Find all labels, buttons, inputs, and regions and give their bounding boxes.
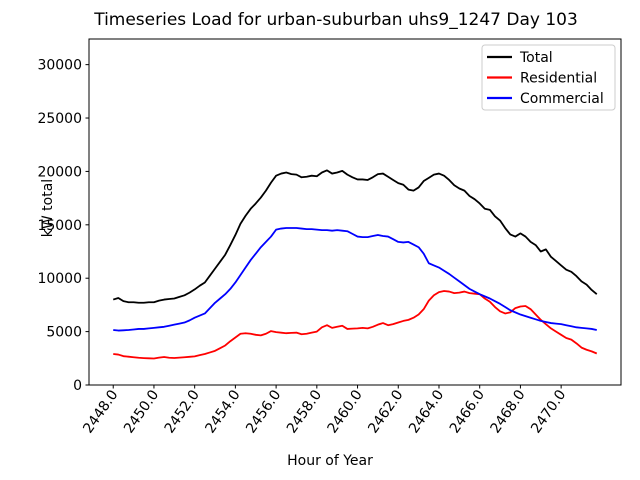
legend-label-residential: Residential — [520, 71, 597, 87]
y-tick-label: 5000 — [46, 325, 82, 341]
legend-label-commercial: Commercial — [520, 91, 604, 107]
series-line-commercial — [113, 227, 597, 332]
x-tick-label: 2450.0 — [121, 387, 162, 436]
x-axis-label: Hour of Year — [287, 453, 373, 469]
y-tick-label: 20000 — [37, 164, 82, 180]
x-tick-label: 2448.0 — [80, 387, 121, 436]
y-tick-label: 25000 — [37, 111, 82, 127]
x-tick-label: 2452.0 — [162, 387, 203, 436]
x-tick-label: 2464.0 — [406, 387, 447, 436]
y-axis-ticks: 0 5000 10000 15000 20000 25000 30000 — [37, 58, 89, 394]
y-axis-label: kW total — [40, 179, 56, 237]
y-tick-label: 0 — [73, 378, 82, 394]
x-tick-label: 2466.0 — [447, 387, 488, 436]
x-tick-label: 2460.0 — [325, 387, 366, 436]
series-line-residential — [113, 290, 598, 360]
x-tick-label: 2458.0 — [284, 387, 325, 436]
legend-frame — [481, 44, 616, 111]
series-lines — [112, 169, 598, 360]
x-axis-ticks: 2448.0 2450.0 2452.0 2454.0 2456.0 2458.0 2460… — [80, 385, 569, 436]
legend[interactable]: Total Residential Commercial — [481, 44, 616, 111]
x-tick-label: 2454.0 — [202, 387, 243, 436]
chart-title: Timeseries Load for urban-suburban uhs9_… — [93, 10, 578, 30]
y-tick-label: 30000 — [37, 58, 82, 74]
x-tick-label: 2468.0 — [487, 387, 528, 436]
axes-frame — [88, 38, 622, 386]
series-line-total — [112, 169, 598, 304]
y-tick-label: 10000 — [37, 271, 82, 287]
y-tick-label: 15000 — [37, 218, 82, 234]
x-tick-label: 2462.0 — [365, 387, 406, 436]
legend-label-total: Total — [519, 50, 553, 66]
x-tick-label: 2470.0 — [528, 387, 569, 436]
x-tick-label: 2456.0 — [243, 387, 284, 436]
